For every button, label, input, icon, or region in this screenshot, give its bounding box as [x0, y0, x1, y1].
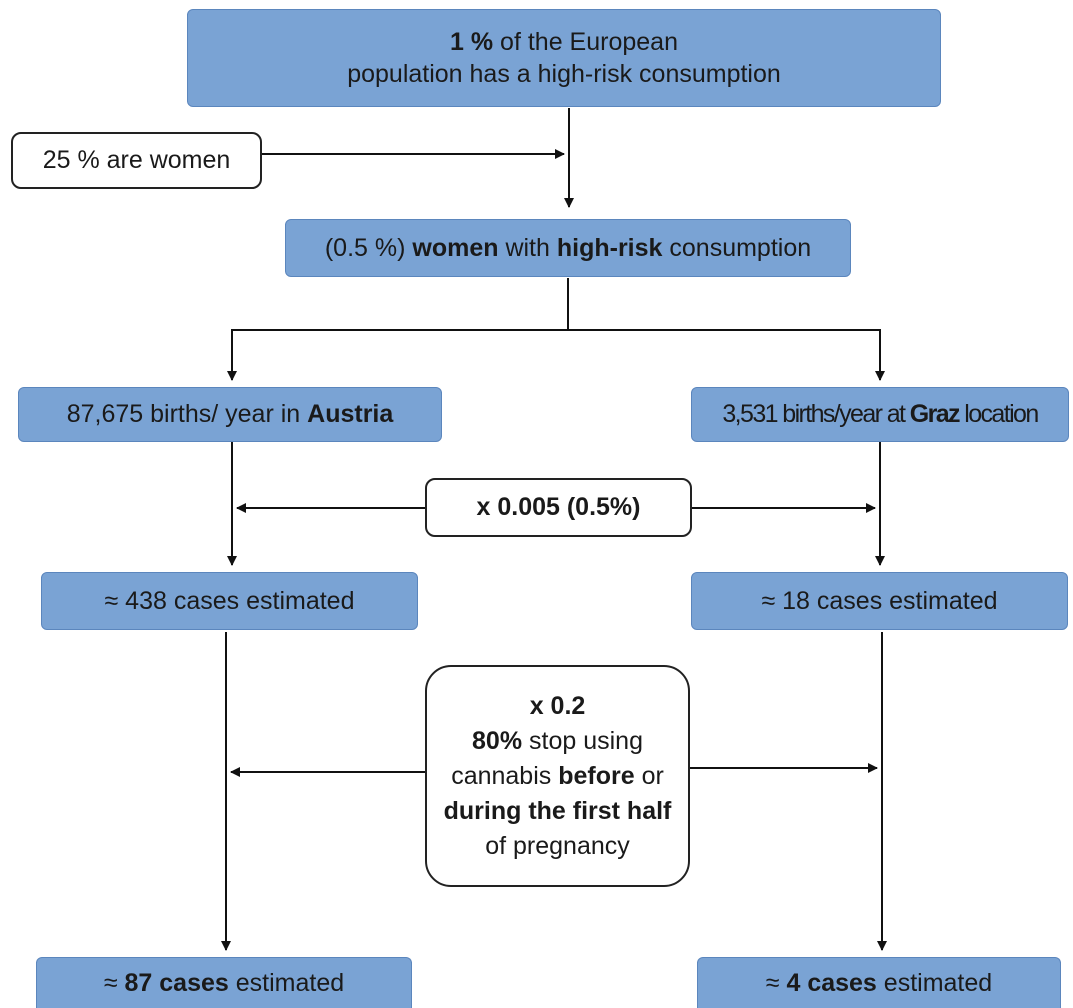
factor-1-box: x 0.005 (0.5%) [425, 478, 692, 537]
graz-births-text: 3,531 births/year at [722, 400, 910, 429]
top-percent: 1 % [450, 27, 494, 56]
austria-cases-box: ≈ 438 cases estimated [41, 572, 418, 630]
factor-2-line-3-bold: before [558, 761, 635, 790]
top-population-box: 1 % of the European population has a hig… [187, 9, 941, 107]
factor-2-box: x 0.2 80% stop using cannabis before or … [425, 665, 690, 887]
women-risk-pre: (0.5 %) [324, 233, 413, 262]
austria-births-label: 87,675 births/ year in Austria [67, 398, 394, 431]
austria-births-box: 87,675 births/ year in Austria [18, 387, 442, 442]
women-share-box: 25 % are women [11, 132, 262, 189]
factor-2-line-3-text: cannabis [451, 761, 559, 790]
graz-births-label: 3,531 births/year at Graz location [722, 398, 1039, 431]
graz-births-bold: Graz [909, 400, 961, 429]
factor-2-line-1: x 0.2 [529, 691, 586, 720]
austria-cases-label: ≈ 438 cases estimated [104, 586, 355, 615]
top-line-2: population has a high-risk consumption [347, 60, 781, 88]
factor-2-line-2-text: stop using [522, 726, 643, 755]
austria-births-text: 87,675 births/ year in [66, 400, 308, 429]
graz-births-box: 3,531 births/year at Graz location [691, 387, 1069, 442]
graz-final-post: estimated [876, 968, 993, 997]
women-risk-post: consumption [662, 233, 812, 262]
women-risk-bold-1: women [412, 233, 499, 262]
top-line-1: 1 % of the European [450, 26, 678, 59]
austria-final-pre: ≈ [103, 968, 125, 997]
graz-final-box: ≈ 4 cases estimated [697, 957, 1061, 1008]
women-risk-label: (0.5 %) women with high-risk consumption [325, 232, 811, 265]
factor-1-label: x 0.005 (0.5%) [476, 493, 641, 522]
austria-final-label: ≈ 87 cases estimated [104, 967, 344, 1000]
graz-cases-box: ≈ 18 cases estimated [691, 572, 1068, 630]
graz-final-pre: ≈ [765, 968, 787, 997]
austria-final-bold: 87 cases [124, 968, 229, 997]
factor-2-line-3: cannabis before or [451, 759, 664, 794]
women-risk-box: (0.5 %) women with high-risk consumption [285, 219, 851, 277]
graz-final-bold: 4 cases [786, 968, 877, 997]
women-risk-bold-2: high-risk [556, 233, 663, 262]
austria-final-post: estimated [228, 968, 345, 997]
graz-births-post: location [958, 400, 1039, 429]
factor-2-line-5: of pregnancy [485, 831, 630, 860]
graz-cases-label: ≈ 18 cases estimated [761, 586, 998, 615]
austria-final-box: ≈ 87 cases estimated [36, 957, 412, 1008]
women-share-label: 25 % are women [42, 146, 231, 175]
graz-final-label: ≈ 4 cases estimated [766, 967, 992, 1000]
top-line-1-text: of the European [493, 27, 678, 56]
women-risk-mid: with [498, 233, 557, 262]
austria-births-bold: Austria [307, 400, 394, 429]
factor-2-line-4: during the first half [443, 796, 672, 825]
factor-2-line-2-bold: 80% [472, 726, 523, 755]
factor-2-line-2: 80% stop using [472, 724, 643, 759]
edge-women-risk-to-austria [227, 278, 569, 381]
edge-women-risk-to-graz [568, 329, 885, 381]
factor-2-line-3-tail: or [634, 761, 664, 790]
